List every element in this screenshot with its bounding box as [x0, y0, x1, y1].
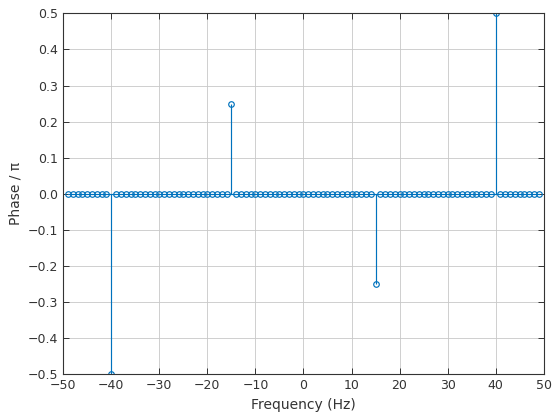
Y-axis label: Phase / π: Phase / π: [8, 162, 22, 226]
X-axis label: Frequency (Hz): Frequency (Hz): [251, 398, 356, 412]
